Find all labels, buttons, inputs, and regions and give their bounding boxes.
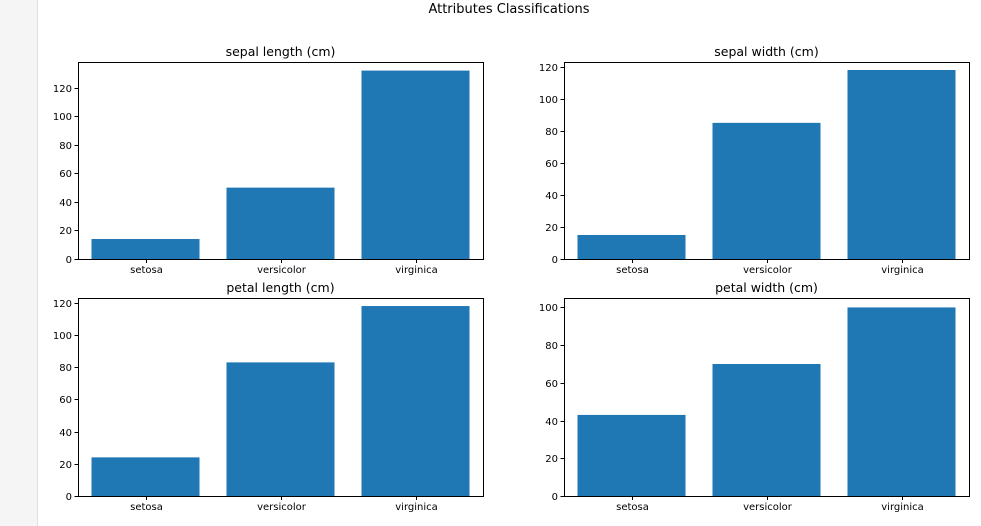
y-tick-label: 80: [59, 141, 72, 152]
y-tick-label: 60: [59, 169, 72, 180]
y-tick-label: 20: [545, 223, 558, 234]
y-tick-label: 20: [545, 454, 558, 465]
subplot-1: 0 20 40 60 80 100 120 setosa versicolor virginica…: [53, 44, 484, 276]
y-tick-label: 100: [53, 112, 72, 123]
y-tick-label: 100: [539, 95, 558, 106]
bar-virginica: [361, 70, 470, 259]
bar-setosa: [91, 457, 200, 496]
bar-versicolor: [226, 362, 335, 496]
bar-virginica: [361, 306, 470, 496]
y-tick-label: 80: [545, 341, 558, 352]
x-tick-label: versicolor: [257, 502, 307, 513]
subplot-4: 0 20 40 60 80 100 setosa versicolor virginica pet…: [539, 280, 970, 513]
y-tick-label: 80: [545, 127, 558, 138]
x-tick-label: virginica: [395, 502, 438, 513]
y-tick-label: 40: [59, 198, 72, 209]
subplot-title: sepal width (cm): [714, 44, 818, 59]
y-tick-label: 0: [66, 492, 72, 503]
y-tick-label: 40: [59, 428, 72, 439]
y-tick-label: 0: [552, 492, 558, 503]
x-tick-label: versicolor: [257, 265, 307, 276]
figure-suptitle: Attributes Classifications: [428, 2, 590, 17]
y-tick-label: 100: [53, 331, 72, 342]
x-tick-label: setosa: [130, 502, 163, 513]
x-tick-label: setosa: [130, 265, 163, 276]
bar-versicolor: [712, 122, 821, 259]
x-tick-label: setosa: [616, 502, 649, 513]
subplot-3: 0 20 40 60 80 100 120 setosa versicolor virginica…: [53, 280, 484, 513]
bar-setosa: [577, 234, 686, 259]
y-tick-label: 60: [545, 379, 558, 390]
subplot-2: 0 20 40 60 80 100 120 setosa versicolor virginica…: [539, 44, 970, 276]
y-tick-label: 20: [59, 460, 72, 471]
y-tick-label: 20: [59, 226, 72, 237]
bar-versicolor: [712, 364, 821, 496]
y-tick-label: 40: [545, 191, 558, 202]
y-tick-label: 120: [53, 84, 72, 95]
x-tick-label: setosa: [616, 265, 649, 276]
y-tick-label: 80: [59, 363, 72, 374]
y-tick-label: 100: [539, 303, 558, 314]
x-tick-label: versicolor: [743, 502, 793, 513]
y-tick-label: 120: [53, 299, 72, 310]
subplot-title: petal length (cm): [226, 280, 334, 295]
y-tick-label: 60: [59, 395, 72, 406]
y-tick-label: 40: [545, 417, 558, 428]
bar-setosa: [91, 239, 200, 259]
bar-virginica: [847, 307, 956, 496]
y-tick-label: 0: [66, 255, 72, 266]
x-tick-label: virginica: [881, 265, 924, 276]
x-tick-label: virginica: [395, 265, 438, 276]
bar-setosa: [577, 414, 686, 496]
y-tick-label: 120: [539, 63, 558, 74]
y-tick-label: 60: [545, 159, 558, 170]
bar-virginica: [847, 70, 956, 259]
bar-versicolor: [226, 187, 335, 259]
x-tick-label: versicolor: [743, 265, 793, 276]
y-tick-label: 0: [552, 255, 558, 266]
notebook-gutter: [0, 0, 38, 526]
subplot-title: petal width (cm): [715, 280, 818, 295]
x-tick-label: virginica: [881, 502, 924, 513]
subplot-title: sepal length (cm): [226, 44, 336, 59]
